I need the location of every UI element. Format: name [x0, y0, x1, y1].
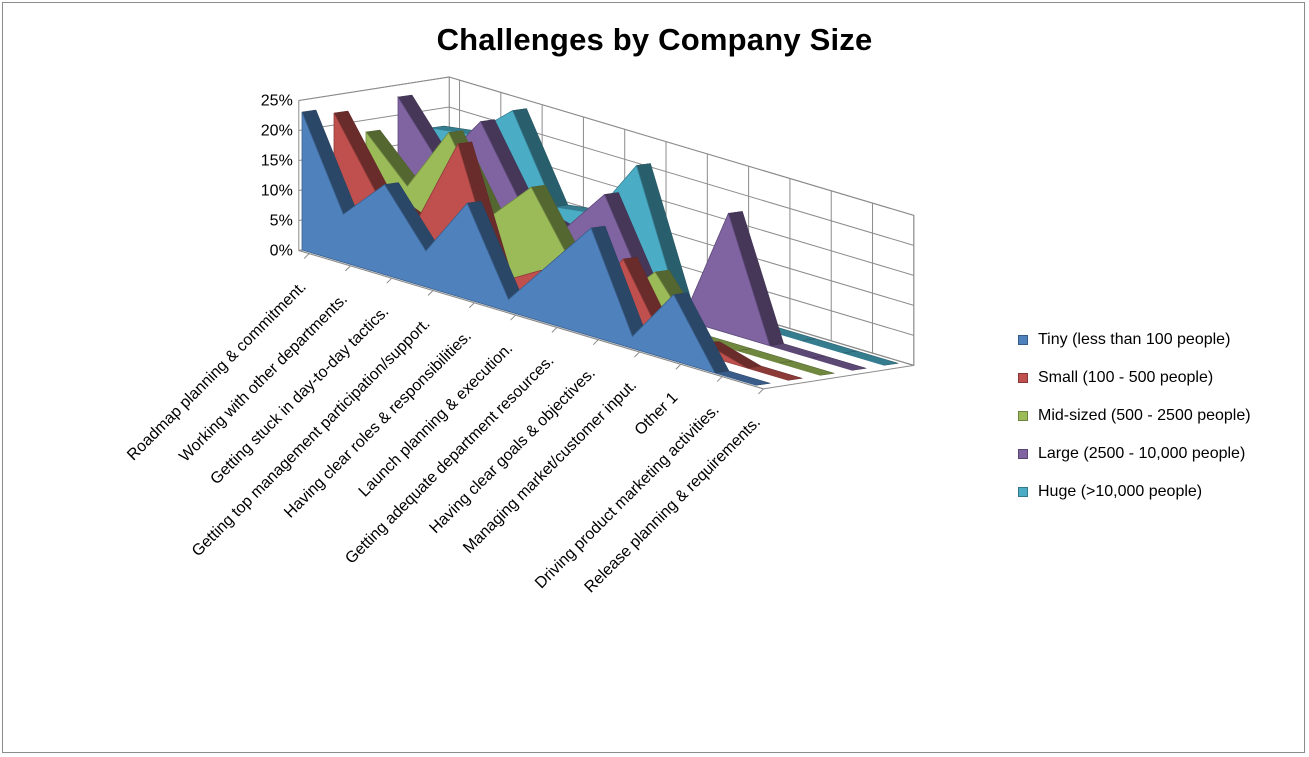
x-tick	[592, 339, 599, 346]
legend-swatch	[1018, 487, 1028, 497]
category-label: Other 1	[632, 389, 682, 439]
x-tick	[675, 363, 682, 370]
series-3-point-5	[603, 193, 606, 196]
series-2-point-0	[365, 131, 368, 134]
series-4-point-5	[635, 164, 638, 167]
x-tick	[758, 388, 764, 395]
series-1-point-0	[333, 112, 336, 115]
chart-legend: Tiny (less than 100 people) Small (100 - …	[1018, 321, 1251, 511]
series-1-point-11	[787, 379, 790, 382]
legend-swatch	[1018, 335, 1028, 345]
category-label: Having clear roles & responsibilities.	[281, 328, 475, 522]
series-3-point-10	[810, 357, 813, 360]
series-0-point-1	[342, 213, 345, 216]
series-2-point-10	[778, 362, 781, 365]
series-2-facet-10	[778, 360, 835, 376]
series-3-facet-10	[810, 355, 867, 371]
legend-swatch	[1018, 449, 1028, 459]
series-3-point-2	[479, 120, 482, 123]
series-4-point-9	[800, 339, 803, 342]
x-axis-line	[298, 250, 764, 390]
x-tick	[551, 327, 558, 333]
legend-label: Large (2500 - 10,000 people)	[1038, 445, 1246, 462]
y-tick-label: 25%	[261, 93, 293, 110]
legend-item: Small (100 - 500 people)	[1018, 359, 1251, 397]
series-3-facet-9	[769, 343, 826, 359]
series-3-point-8	[727, 212, 730, 215]
y-tick-label: 10%	[261, 183, 293, 200]
gridline-h	[298, 76, 914, 216]
legend-item: Mid-sized (500 - 2500 people)	[1018, 397, 1251, 435]
series-2-point-11	[819, 374, 822, 377]
series-4-point-10	[842, 352, 845, 355]
series-3-point-11	[851, 369, 854, 372]
series-3-point-0	[397, 96, 400, 99]
x-tick	[303, 253, 310, 259]
x-tick	[468, 302, 475, 309]
chart-title: Challenges by Company Size	[436, 22, 873, 57]
series-0-point-8	[631, 335, 634, 338]
series-1-point-7	[622, 258, 625, 261]
x-tick	[427, 290, 434, 296]
series-0-point-6	[548, 262, 551, 265]
series-4-point-2	[511, 109, 514, 112]
x-tick	[386, 277, 393, 284]
legend-label: Huge (>10,000 people)	[1038, 483, 1203, 500]
series-0-area	[301, 111, 757, 386]
series-3-point-9	[768, 344, 771, 347]
legend-swatch	[1018, 373, 1028, 383]
series-2-point-7	[654, 271, 657, 274]
x-tick	[345, 265, 351, 272]
legend-item: Tiny (less than 100 people)	[1018, 321, 1251, 359]
y-tick-label: 15%	[261, 153, 293, 170]
series-1-facet-10	[746, 365, 803, 381]
series-1-point-10	[746, 367, 749, 370]
series-0-point-5	[507, 298, 510, 301]
x-tick	[634, 351, 640, 358]
legend-item: Huge (>10,000 people)	[1018, 473, 1251, 511]
y-tick-label: 20%	[261, 123, 293, 140]
series-0-point-4	[466, 202, 469, 205]
series-1-point-3	[456, 142, 459, 145]
series-2-point-2	[447, 131, 450, 134]
series-0-point-2	[383, 183, 386, 186]
x-tick	[716, 376, 723, 382]
legend-label: Tiny (less than 100 people)	[1038, 331, 1231, 348]
legend-swatch	[1018, 411, 1028, 421]
series-0-point-9	[672, 293, 675, 296]
series-0	[301, 109, 771, 386]
series-2-point-1	[406, 185, 409, 188]
legend-item: Large (2500 - 10,000 people)	[1018, 435, 1251, 473]
legend-label: Small (100 - 500 people)	[1038, 369, 1214, 386]
series-0-point-3	[424, 249, 427, 252]
chart-series-group	[301, 94, 899, 386]
y-tick-label: 5%	[270, 213, 293, 230]
series-0-point-0	[301, 111, 304, 114]
x-tick	[510, 314, 516, 321]
series-4-point-11	[883, 364, 886, 367]
category-label: Driving product marketing activities.	[532, 402, 723, 593]
series-2-point-4	[530, 186, 533, 189]
series-0-point-7	[590, 227, 593, 230]
legend-label: Mid-sized (500 - 2500 people)	[1038, 407, 1251, 424]
y-tick-label: 0%	[270, 243, 293, 260]
